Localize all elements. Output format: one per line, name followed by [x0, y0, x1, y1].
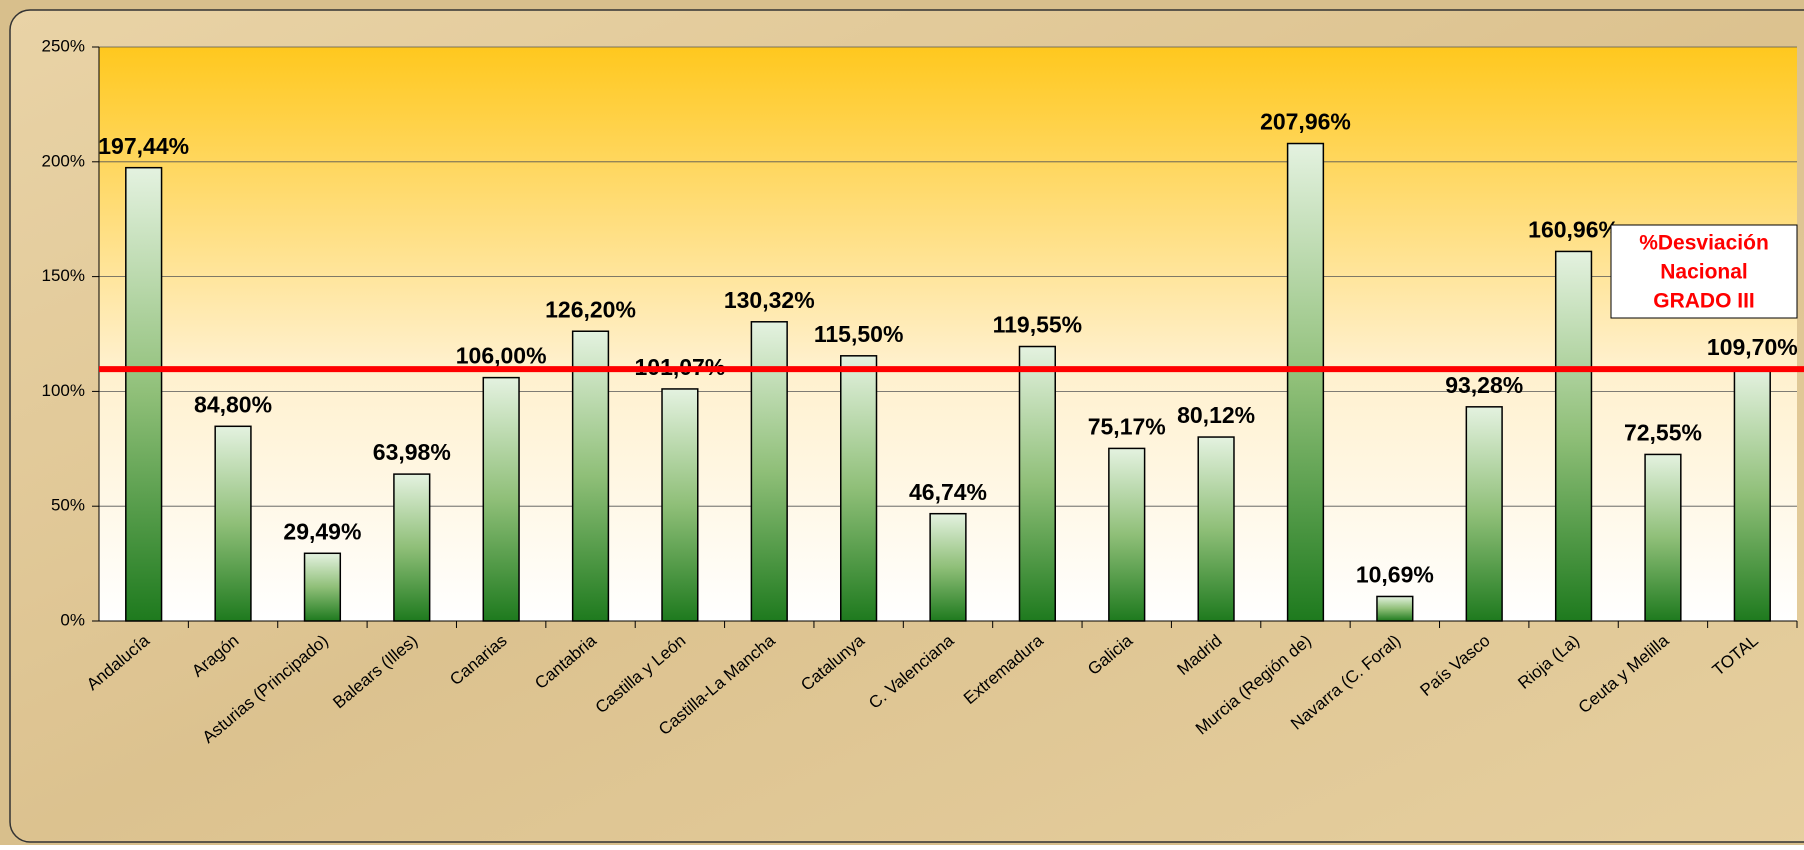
bar — [1376, 595, 1414, 622]
bar — [661, 388, 699, 622]
y-tick-label: 200% — [42, 151, 85, 170]
y-tick-label: 100% — [42, 381, 85, 400]
value-label: 119,55% — [993, 312, 1083, 338]
value-label: 72,55% — [1624, 420, 1702, 446]
y-tick-label: 0% — [60, 610, 85, 629]
value-label: 197,44% — [98, 133, 189, 159]
annotation-text: GRADO III — [1653, 290, 1755, 313]
value-label: 93,28% — [1445, 372, 1523, 398]
bar — [1554, 250, 1593, 622]
bar — [303, 552, 342, 622]
y-tick-label: 150% — [42, 266, 85, 285]
value-label: 63,98% — [373, 439, 451, 465]
bar — [125, 166, 163, 622]
bar — [1644, 453, 1682, 622]
bar — [1733, 368, 1771, 622]
value-label: 109,70% — [1707, 334, 1798, 360]
value-label: 29,49% — [283, 518, 361, 544]
value-label: 207,96% — [1260, 109, 1351, 135]
value-label: 106,00% — [456, 343, 547, 369]
value-label: 80,12% — [1177, 402, 1255, 428]
annotation-box — [1610, 224, 1798, 319]
annotation-text: %Desviación — [1639, 232, 1769, 255]
bar — [1465, 406, 1503, 622]
bar — [571, 330, 610, 622]
bar — [482, 376, 520, 622]
y-tick-label: 250% — [42, 36, 85, 55]
bar — [1197, 436, 1235, 622]
bar — [1108, 447, 1146, 622]
value-label: 126,20% — [545, 296, 636, 322]
bar — [1286, 142, 1325, 622]
y-tick-label: 50% — [51, 496, 85, 515]
value-label: 115,50% — [814, 321, 904, 347]
value-label: 75,17% — [1088, 413, 1166, 439]
bar — [840, 355, 878, 622]
value-label: 46,74% — [909, 479, 987, 505]
value-label: 130,32% — [724, 287, 815, 313]
bar — [214, 425, 252, 622]
bar — [929, 512, 967, 622]
annotation-text: Nacional — [1660, 261, 1748, 284]
value-label: 10,69% — [1356, 562, 1434, 588]
value-label: 160,96% — [1528, 217, 1619, 243]
bar — [393, 473, 431, 622]
value-label: 84,80% — [194, 391, 272, 417]
bar — [1018, 345, 1056, 622]
